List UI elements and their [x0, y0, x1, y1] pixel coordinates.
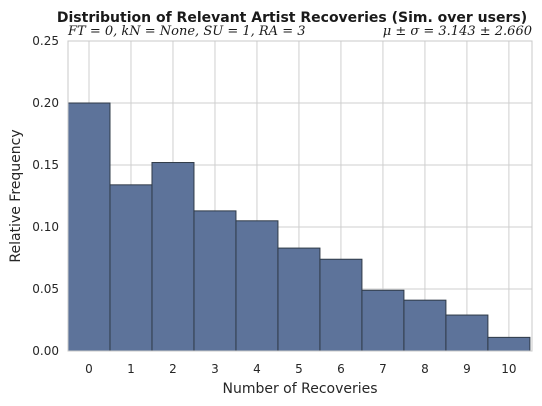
chart-subtitle-right: μ ± σ = 3.143 ± 2.660 [383, 24, 532, 39]
y-tick-label: 0.05 [32, 282, 59, 296]
x-tick-label: 0 [85, 362, 93, 376]
bar-10 [487, 336, 531, 352]
bar-5 [277, 247, 321, 352]
x-tick-label: 5 [295, 362, 303, 376]
x-tick-label: 8 [421, 362, 429, 376]
bar-6 [319, 258, 363, 352]
x-tick-label: 9 [463, 362, 471, 376]
y-tick-labels: 0.00 0.05 0.10 0.15 0.20 0.25 [32, 34, 59, 358]
x-tick-label: 10 [501, 362, 516, 376]
y-tick-label: 0.20 [32, 96, 59, 110]
y-tick-label: 0.25 [32, 34, 59, 48]
x-tick-label: 2 [169, 362, 177, 376]
chart-subtitle-left: FT = 0, kN = None, SU = 1, RA = 3 [67, 24, 306, 39]
bar-9 [445, 314, 489, 352]
bar-1 [109, 184, 153, 352]
bar-0 [67, 102, 111, 352]
x-tick-label: 1 [127, 362, 135, 376]
x-tick-labels: 0 1 2 3 4 5 6 7 8 9 10 [85, 362, 516, 376]
bar-2 [151, 162, 195, 352]
x-tick-label: 4 [253, 362, 261, 376]
y-tick-label: 0.15 [32, 158, 59, 172]
x-axis-label: Number of Recoveries [222, 381, 377, 397]
y-axis-label: Relative Frequency [8, 129, 24, 262]
chart-title: Distribution of Relevant Artist Recoveri… [57, 10, 527, 26]
bar-4 [235, 220, 279, 352]
bar-7 [361, 289, 405, 352]
x-tick-label: 3 [211, 362, 219, 376]
x-tick-label: 6 [337, 362, 345, 376]
y-tick-label: 0.10 [32, 220, 59, 234]
plot-frame [67, 40, 533, 352]
bar-3 [193, 210, 237, 352]
y-tick-label: 0.00 [32, 344, 59, 358]
bar-8 [403, 299, 447, 352]
x-tick-label: 7 [379, 362, 387, 376]
